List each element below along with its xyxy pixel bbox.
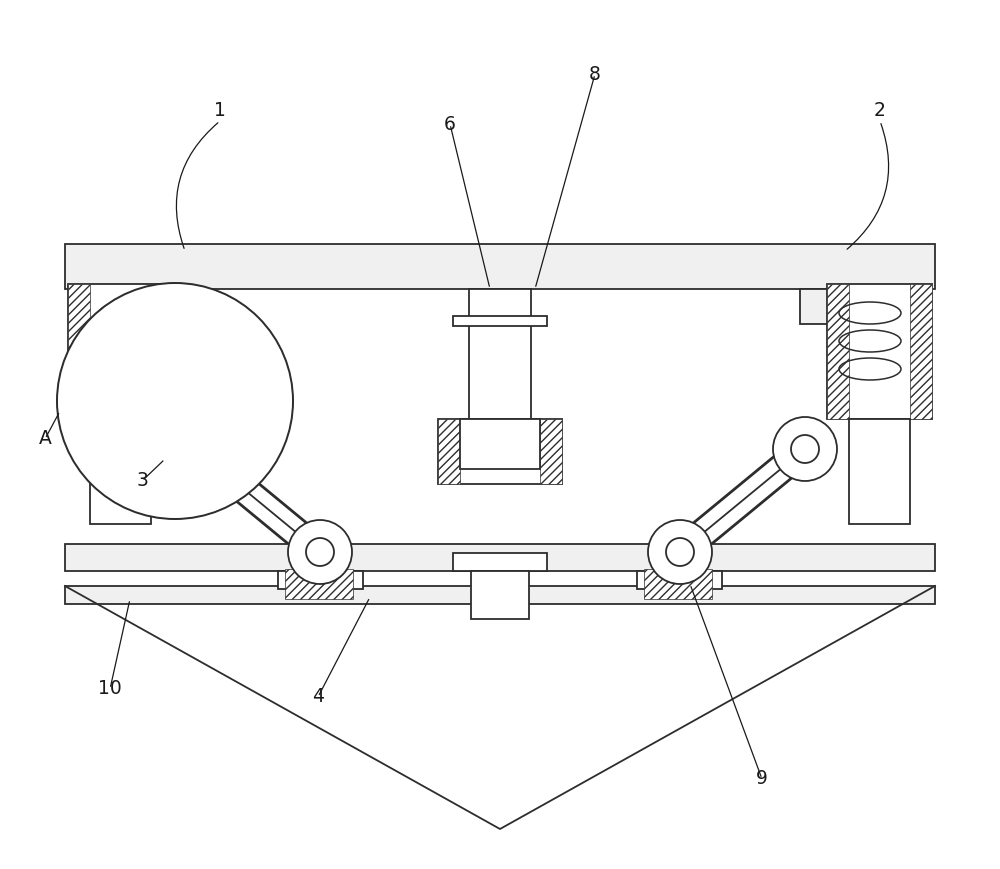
Text: A: A bbox=[39, 429, 51, 448]
Text: 10: 10 bbox=[98, 680, 122, 699]
Circle shape bbox=[306, 538, 334, 566]
Bar bbox=[285, 569, 353, 599]
Bar bbox=[453, 316, 547, 326]
Bar bbox=[800, 289, 890, 324]
Text: 8: 8 bbox=[589, 64, 601, 83]
Circle shape bbox=[666, 538, 694, 566]
Bar bbox=[278, 571, 363, 589]
Bar bbox=[637, 571, 722, 589]
Bar bbox=[827, 284, 849, 419]
Bar bbox=[910, 284, 932, 419]
Text: 6: 6 bbox=[444, 115, 456, 134]
Bar bbox=[849, 419, 910, 524]
Text: 9: 9 bbox=[756, 770, 768, 788]
Bar bbox=[65, 544, 935, 571]
Circle shape bbox=[791, 435, 819, 463]
Circle shape bbox=[648, 520, 712, 584]
Circle shape bbox=[181, 435, 209, 463]
Bar bbox=[644, 569, 712, 599]
Text: 1: 1 bbox=[214, 102, 226, 121]
Bar bbox=[438, 419, 460, 484]
Circle shape bbox=[773, 417, 837, 481]
Text: 4: 4 bbox=[312, 687, 324, 706]
Bar bbox=[65, 586, 935, 604]
Bar bbox=[110, 289, 200, 324]
Text: 2: 2 bbox=[874, 102, 886, 121]
Circle shape bbox=[57, 283, 293, 519]
Bar bbox=[68, 284, 90, 419]
Bar bbox=[438, 419, 562, 484]
Bar bbox=[827, 284, 932, 419]
Bar bbox=[90, 419, 151, 524]
Bar bbox=[540, 419, 562, 484]
Text: 3: 3 bbox=[136, 472, 148, 490]
Bar bbox=[68, 284, 173, 419]
Circle shape bbox=[163, 417, 227, 481]
Bar bbox=[65, 244, 935, 289]
Bar bbox=[460, 419, 540, 469]
Bar bbox=[151, 284, 173, 419]
Bar bbox=[471, 571, 529, 619]
Bar bbox=[469, 289, 531, 419]
Circle shape bbox=[288, 520, 352, 584]
Bar bbox=[453, 553, 547, 571]
